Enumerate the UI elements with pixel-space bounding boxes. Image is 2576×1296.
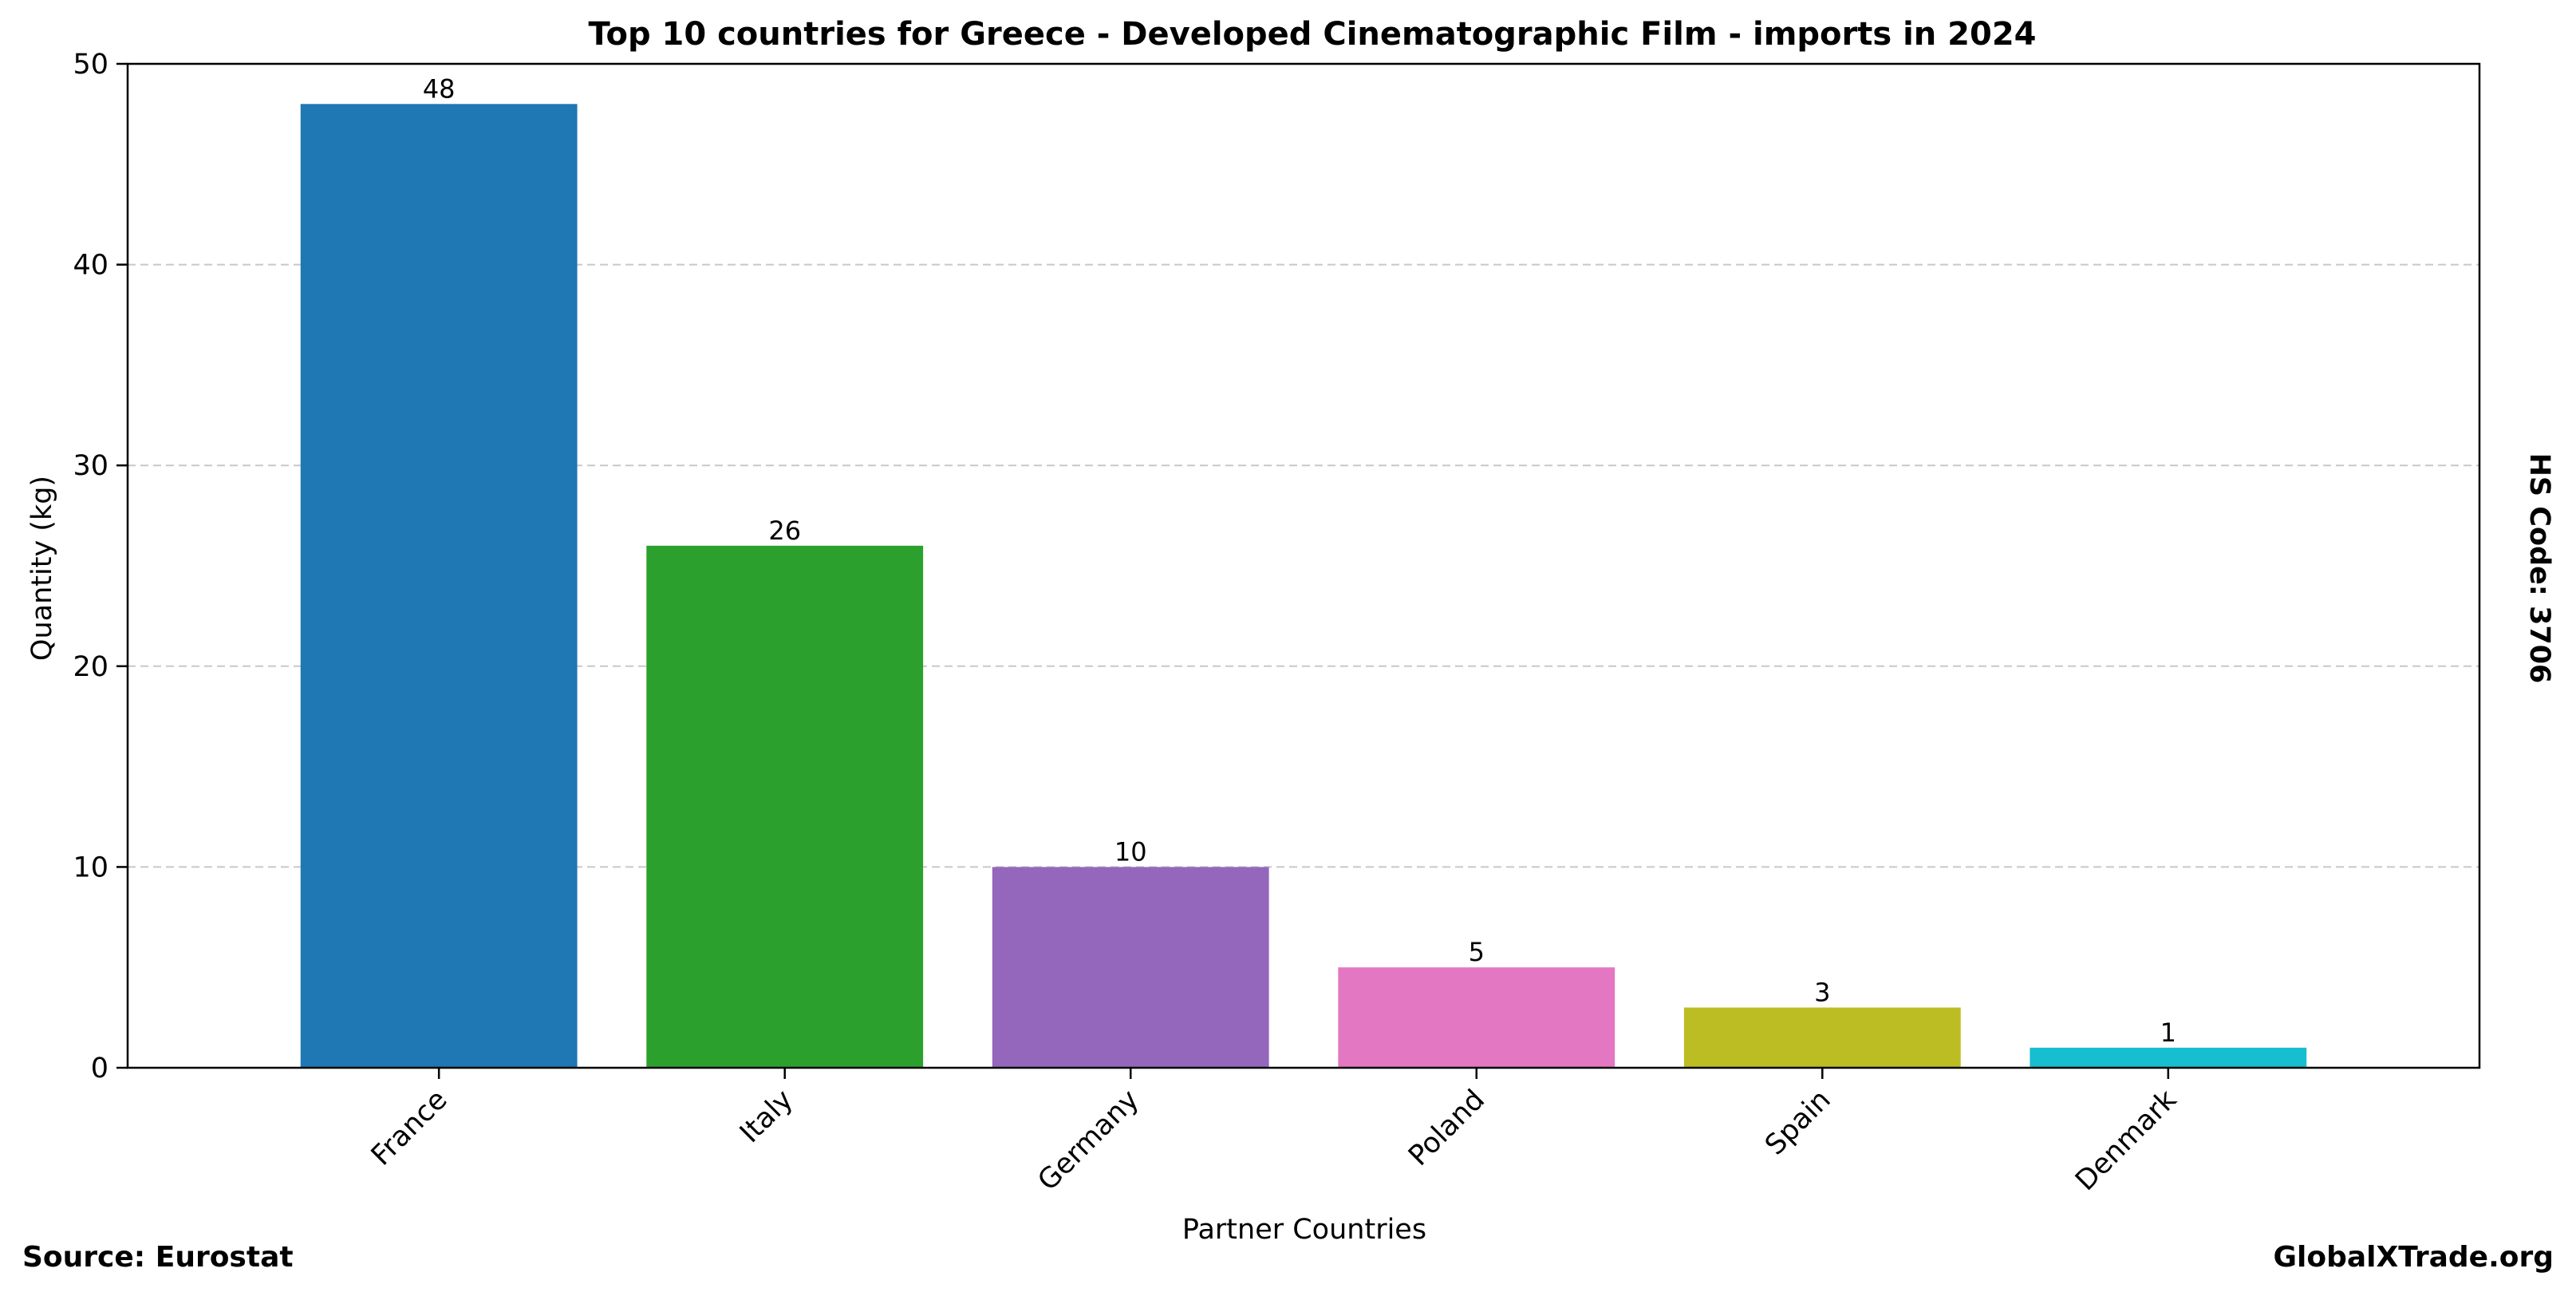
bar-poland: [1338, 967, 1615, 1068]
y-tick-label: 0: [91, 1053, 108, 1085]
bar-france: [300, 104, 578, 1068]
data-label: 1: [2160, 1017, 2176, 1048]
y-tick-label: 30: [73, 450, 108, 482]
bar-spain: [1683, 1007, 1961, 1068]
data-labels: 48 26 10 5 3 1: [423, 73, 2176, 1048]
bars: [300, 104, 2307, 1068]
x-tick-label: France: [365, 1084, 454, 1172]
bar-italy: [646, 545, 924, 1068]
source-note: Source: Eurostat: [22, 1241, 294, 1274]
x-tick-label: Denmark: [2069, 1084, 2183, 1198]
data-label: 10: [1114, 836, 1147, 867]
y-axis-ticks: 0 10 20 30 40 50: [73, 49, 128, 1085]
data-label: 5: [1469, 937, 1485, 967]
y-tick-label: 20: [73, 651, 108, 683]
y-tick-label: 50: [73, 49, 108, 81]
x-tick-label: Poland: [1402, 1084, 1491, 1172]
chart-title: Top 10 countries for Greece - Developed …: [588, 16, 2036, 53]
x-axis-ticks: France Italy Germany Poland Spain Denmark: [365, 1068, 2183, 1197]
y-tick-label: 40: [73, 250, 108, 282]
x-tick-label: Italy: [734, 1084, 799, 1149]
data-label: 26: [768, 516, 801, 546]
brand-note: GlobalXTrade.org: [2273, 1241, 2554, 1274]
y-axis-label: Quantity (kg): [26, 476, 58, 661]
y-tick-label: 10: [73, 851, 108, 883]
data-label: 48: [423, 73, 456, 104]
bar-germany: [992, 867, 1269, 1068]
data-label: 3: [1814, 978, 1830, 1008]
x-axis-label: Partner Countries: [1182, 1214, 1426, 1246]
hs-code-label: HS Code: 3706: [2523, 453, 2555, 684]
plot-frame: [126, 62, 2481, 1069]
x-tick-label: Spain: [1759, 1084, 1836, 1161]
bar-denmark: [2030, 1047, 2307, 1068]
x-tick-label: Germany: [1032, 1084, 1146, 1197]
